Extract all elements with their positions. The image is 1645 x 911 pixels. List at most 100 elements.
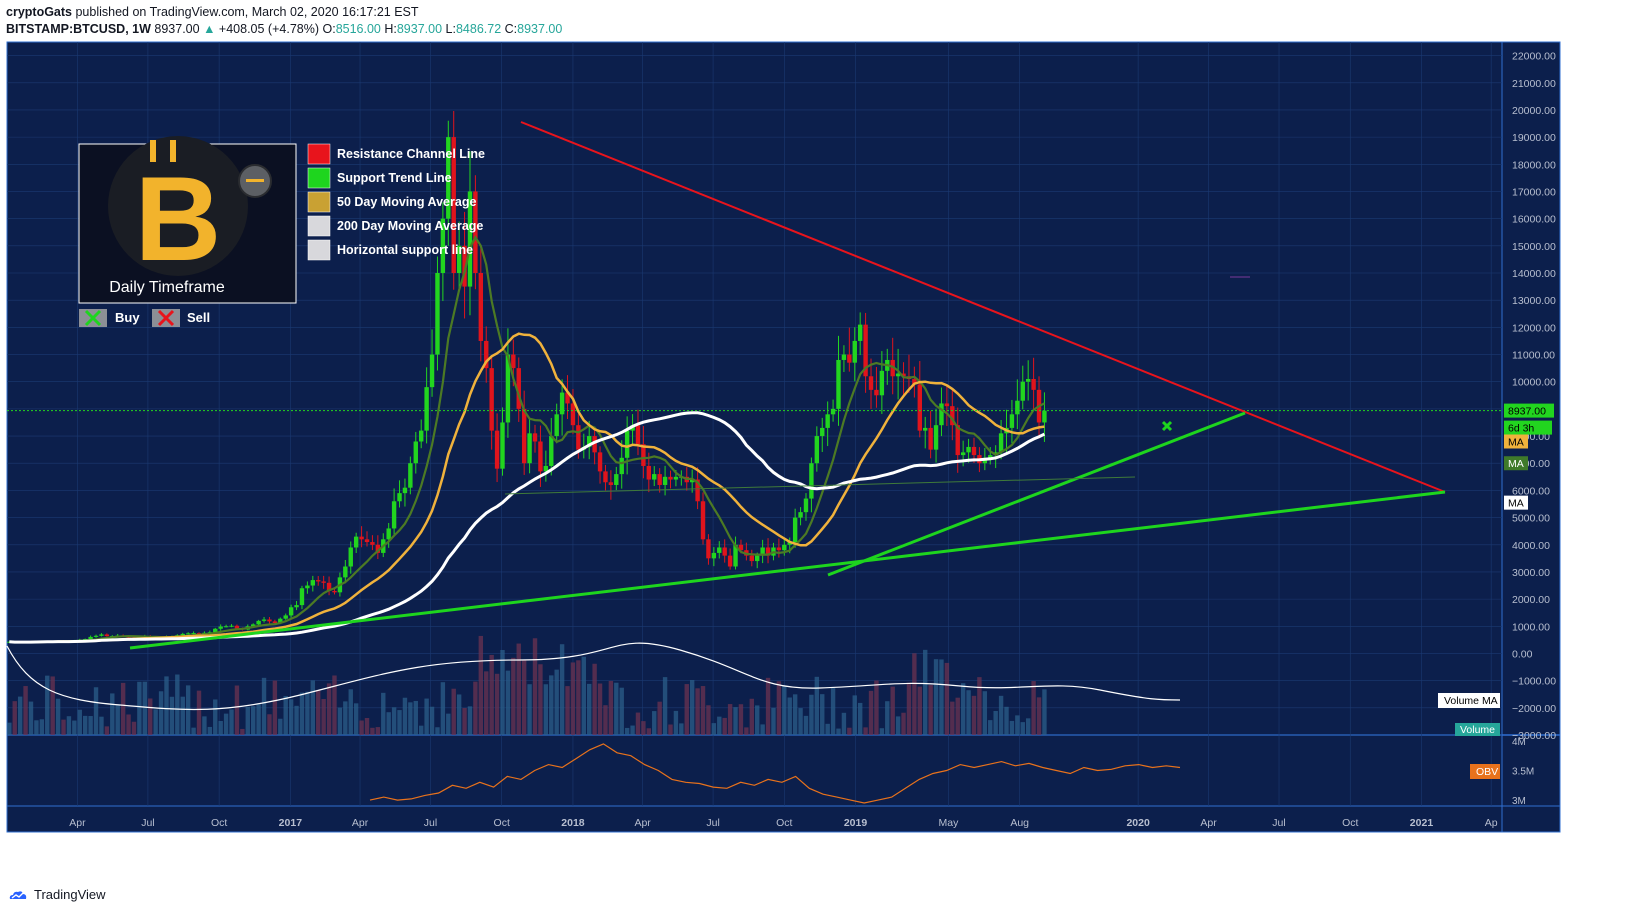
volume-bar [370,727,375,735]
volume-bar [93,687,99,735]
candle [966,438,971,463]
volume-bar [299,692,305,735]
50-day-moving-average-line [30,332,1045,644]
volume-bar [158,691,164,735]
candle-body [424,387,429,431]
volume-bar [538,664,543,735]
volume-bar [180,696,185,735]
volume-bar [836,728,841,735]
volume-bar [776,681,782,735]
candle-body [635,425,641,445]
volume-bar [278,718,283,735]
last-price-tag: 8937.00 [1504,403,1554,418]
candle [532,424,538,453]
volume-bar [66,716,72,735]
candle-body [565,392,570,404]
volume-bar [1025,718,1031,735]
candle [348,541,353,574]
candle [863,312,868,393]
candle-body [408,463,413,488]
footer-brand[interactable]: TradingView [8,887,106,902]
candle-body [760,547,765,556]
bitcoin-logo-bar-left [150,140,156,162]
candle-body [462,245,467,287]
candle [727,548,733,570]
volume-bar [451,688,456,735]
legend-swatch [307,215,331,237]
volume-bar [213,699,218,735]
candle [413,431,418,474]
candle-body [467,191,473,287]
candle-body [283,615,288,619]
candle-body [923,427,928,431]
volume-bar [798,708,803,735]
candle-body [830,408,836,415]
last-price-tag-bg [1504,403,1554,418]
green-moving-average-line [41,235,1045,643]
legend-item-label: Horizontal support line [337,243,473,257]
candle-body [299,588,305,606]
candle-body [879,370,885,396]
symbol-label[interactable]: BITSTAMP:BTCUSD, 1W [6,22,151,36]
candle-body [549,436,554,466]
volume-bar [592,663,597,735]
volume-bar [207,726,213,735]
volume-bar [408,702,413,735]
volume-bar [110,693,115,735]
candle [614,466,619,491]
chart-frame [6,41,1561,833]
candle [912,366,917,398]
candle-body [809,463,814,499]
candle-body [847,354,852,363]
publish-line: cryptoGats published on TradingView.com,… [6,5,419,19]
candle-body [229,625,234,627]
volume-bar [906,682,912,735]
x-tick-label: Oct [494,817,510,829]
candle [809,457,814,513]
candle [104,633,110,637]
volume-bar [435,727,440,735]
candle-body [944,403,950,407]
candle [305,581,310,594]
volume-bar [164,676,169,735]
candle-body [484,340,489,369]
candle [359,526,364,548]
volume-bar [635,712,641,735]
candle [99,633,104,637]
author-name[interactable]: cryptoGats [6,5,72,19]
candle [803,493,809,521]
candle [868,358,874,409]
volume-bar [489,654,494,735]
volume-bar [603,705,608,735]
volume-bar [55,698,61,735]
candle-body [998,433,1004,453]
volume-bar [7,722,12,735]
candle [559,379,565,436]
volume-bar [960,683,966,735]
y-tick-label: 20000.00 [1512,105,1556,117]
candle-body [451,137,456,273]
candle [283,613,288,620]
ma200-tag: MA [1504,495,1528,510]
candle-body [755,555,760,562]
volume-bar [711,723,717,735]
volume-bar [679,723,684,735]
candle [798,507,803,526]
volume-bar [272,680,278,735]
candle [386,522,391,548]
candle-body [776,547,782,551]
candle-body [836,359,841,409]
candle-body [429,354,435,388]
open-value: 8516.00 [335,22,381,36]
x-tick-label: Jul [1272,817,1285,829]
volume-bar [82,715,88,735]
low-value: 8486.72 [455,22,502,36]
candle [451,110,456,290]
volume-bar [624,727,630,735]
volume-bar [50,676,55,735]
volume-bar [142,681,148,735]
candle-body [955,425,960,456]
candle-body [213,628,218,633]
y-tick-label: 10000.00 [1512,377,1556,389]
